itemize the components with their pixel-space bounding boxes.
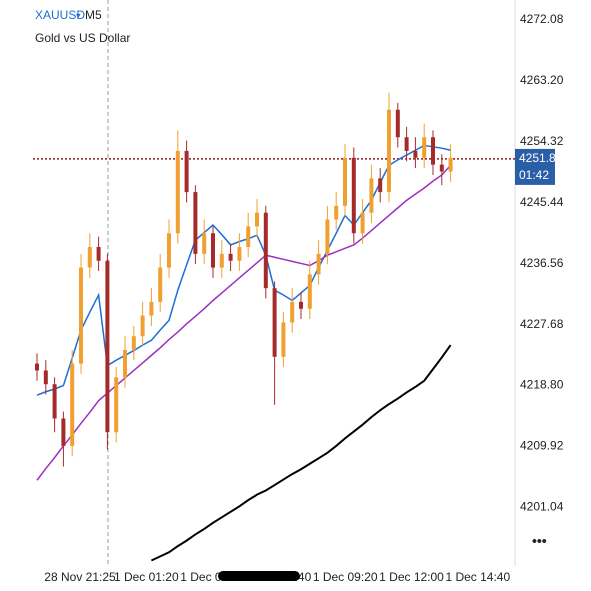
plot-area bbox=[33, 92, 515, 562]
candle-body bbox=[413, 150, 418, 158]
y-tick-label: 4263.20 bbox=[520, 73, 564, 87]
candle-body bbox=[96, 246, 101, 261]
candle-body bbox=[316, 253, 321, 275]
y-tick-label: 4201.04 bbox=[520, 500, 564, 514]
candle-body bbox=[175, 150, 180, 234]
candle-body bbox=[369, 178, 374, 213]
candle-body bbox=[360, 212, 365, 234]
candle-body bbox=[87, 246, 92, 268]
candle-body bbox=[404, 137, 409, 151]
candle-body bbox=[202, 233, 207, 254]
y-tick-label: 4218.80 bbox=[520, 378, 564, 392]
candle-body bbox=[167, 233, 171, 268]
price-label-box bbox=[515, 148, 555, 185]
candle-body bbox=[149, 301, 154, 316]
symbol[interactable]: XAUUSD bbox=[35, 8, 85, 22]
candle-body bbox=[43, 370, 48, 385]
candle-body bbox=[263, 212, 268, 289]
axes: 4272.08 4263.20 4254.32 4245.44 4236.56 4227.… bbox=[44, 12, 563, 584]
candle-body bbox=[61, 418, 66, 446]
candle-body bbox=[35, 363, 39, 371]
price-label: 4251.84 bbox=[519, 151, 563, 165]
y-tick-label: 4245.44 bbox=[520, 195, 564, 209]
candle-body bbox=[123, 349, 127, 378]
candle-body bbox=[325, 219, 330, 254]
y-tick-label: 4227.68 bbox=[520, 317, 564, 331]
candle-body bbox=[246, 226, 251, 247]
moving-average bbox=[36, 164, 452, 481]
x-tick-label: 1 Dec 01:20 bbox=[114, 570, 179, 584]
candle-body bbox=[290, 301, 295, 323]
candle-body bbox=[131, 336, 136, 350]
x-tick-label: 1 Dec 12:00 bbox=[379, 570, 444, 584]
x-tick-label: 1 Dec 14:40 bbox=[445, 570, 510, 584]
candle-body bbox=[70, 363, 75, 446]
candle-body bbox=[387, 109, 391, 193]
candle-body bbox=[343, 157, 347, 206]
candle-body bbox=[439, 164, 444, 172]
x-tick-label: 28 Nov 21:25 bbox=[44, 570, 116, 584]
candle-body bbox=[228, 253, 233, 261]
candle-body bbox=[237, 246, 242, 261]
candle-body bbox=[422, 137, 427, 158]
moving-average bbox=[150, 344, 452, 562]
candle-body bbox=[281, 322, 286, 357]
bar-timer: 01:42 bbox=[519, 168, 549, 182]
candle-body bbox=[158, 267, 163, 302]
candle-body bbox=[193, 192, 198, 254]
candle-body bbox=[299, 301, 303, 309]
candle-body bbox=[351, 157, 356, 234]
candle-body bbox=[219, 253, 224, 268]
candle-body bbox=[334, 205, 339, 220]
candle-body bbox=[272, 288, 277, 357]
timeframe[interactable]: M5 bbox=[85, 8, 102, 22]
candle-body bbox=[255, 212, 259, 227]
y-tick-label: 4272.08 bbox=[520, 12, 564, 26]
symbol-dropdown[interactable]: ▾ bbox=[76, 10, 81, 20]
more-menu[interactable]: ••• bbox=[532, 533, 547, 549]
y-tick-label: 4209.92 bbox=[520, 439, 564, 453]
candle-body bbox=[79, 267, 83, 364]
candle-body bbox=[307, 274, 312, 309]
candle-body bbox=[105, 260, 110, 433]
candle-body bbox=[211, 233, 215, 268]
candle-body bbox=[114, 377, 119, 433]
scrollbar[interactable] bbox=[218, 571, 300, 581]
candle-body bbox=[431, 137, 435, 165]
y-tick-label: 4254.32 bbox=[520, 134, 564, 148]
y-tick-label: 4236.56 bbox=[520, 256, 564, 270]
candle-body bbox=[52, 384, 57, 419]
candle-body bbox=[395, 109, 400, 138]
x-tick-label: 1 Dec 09:20 bbox=[313, 570, 378, 584]
subtitle: Gold vs US Dollar bbox=[35, 31, 130, 45]
candle-body bbox=[448, 157, 453, 172]
candle-body bbox=[378, 178, 383, 193]
candle-body bbox=[184, 150, 189, 193]
candle-body bbox=[140, 315, 145, 337]
